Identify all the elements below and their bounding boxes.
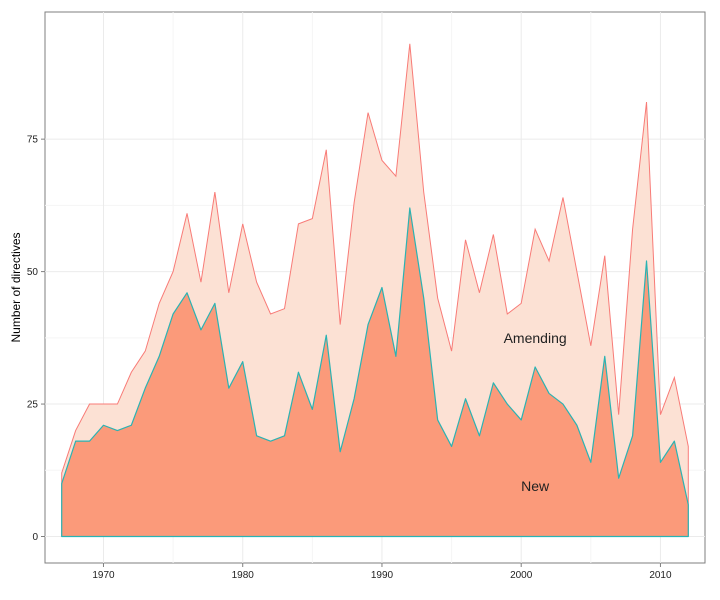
x-tick-label: 2000 bbox=[510, 570, 533, 581]
y-axis-title: Number of directives bbox=[9, 232, 23, 342]
axes: 1970 1980 1990 2000 2010 0 25 50 75 bbox=[27, 135, 672, 581]
y-tick-label: 50 bbox=[27, 267, 39, 278]
y-tick-label: 0 bbox=[32, 532, 38, 543]
y-tick-label: 25 bbox=[27, 400, 39, 411]
x-tick-label: 1970 bbox=[92, 570, 115, 581]
line-amending bbox=[61, 43, 689, 537]
annotations: Amending New bbox=[504, 330, 567, 494]
area-amending bbox=[61, 43, 689, 505]
x-tick-label: 2010 bbox=[649, 570, 672, 581]
x-tick-label: 1980 bbox=[232, 570, 255, 581]
annotation-new: New bbox=[521, 478, 550, 494]
annotation-amending: Amending bbox=[504, 330, 567, 346]
x-tick-label: 1990 bbox=[371, 570, 394, 581]
area-series bbox=[61, 43, 689, 538]
area-new bbox=[61, 207, 689, 538]
y-tick-label: 75 bbox=[27, 135, 39, 146]
